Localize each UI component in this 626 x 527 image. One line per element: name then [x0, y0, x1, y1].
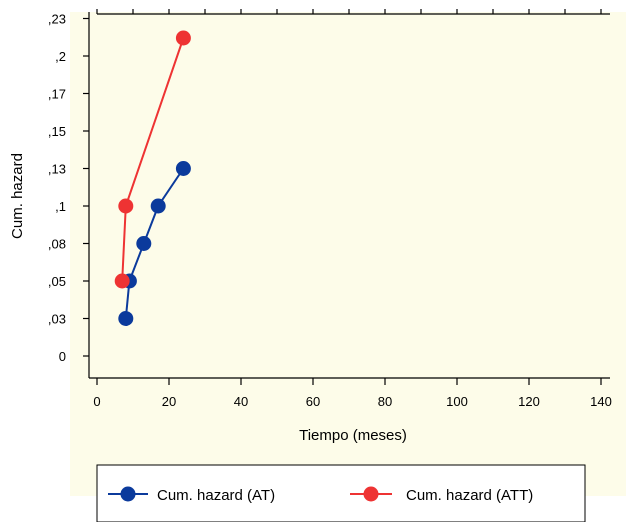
x-axis-title: Tiempo (meses) [299, 427, 407, 444]
y-tick-label: ,13 [48, 162, 66, 177]
data-point-at [150, 198, 166, 214]
x-tick-label: 140 [590, 394, 612, 409]
y-tick-label: ,05 [48, 274, 66, 289]
x-tick-label: 0 [93, 394, 100, 409]
top-ticks [96, 9, 602, 14]
x-ticks: 0 20 40 60 80 100 120 140 [93, 378, 612, 409]
legend-marker-att [363, 486, 379, 502]
axes [88, 12, 610, 379]
y-tick-label: ,03 [48, 312, 66, 327]
data-point-att [175, 30, 191, 46]
plot-background [70, 12, 626, 496]
y-tick-label: ,15 [48, 124, 66, 139]
legend-marker-at [120, 486, 136, 502]
legend-item-att: Cum. hazard (ATT) [350, 486, 533, 504]
x-tick-label: 80 [378, 394, 392, 409]
y-tick-label: 0 [59, 349, 66, 364]
data-point-at [118, 311, 134, 326]
legend-label-att: Cum. hazard (ATT) [406, 487, 533, 504]
x-tick-label: 20 [162, 394, 176, 409]
x-tick-label: 60 [306, 394, 320, 409]
x-tick-label: 120 [518, 394, 540, 409]
legend-item-at: Cum. hazard (AT) [108, 486, 275, 504]
legend-label-at: Cum. hazard (AT) [157, 487, 275, 504]
y-tick-label: ,17 [48, 87, 66, 102]
y-tick-label: ,23 [48, 12, 66, 27]
y-tick-label: ,1 [55, 199, 66, 214]
data-point-at [136, 236, 152, 251]
y-axis-title: Cum. hazard [9, 153, 26, 239]
data-point-att [118, 198, 134, 214]
y-ticks: 0 ,03 ,05 ,08 ,1 ,13 ,15 ,17 ,2 ,23 [48, 12, 89, 364]
data-point-at [175, 161, 191, 176]
y-tick-label: ,08 [48, 237, 66, 252]
x-tick-label: 100 [446, 394, 468, 409]
y-tick-label: ,2 [55, 49, 66, 64]
legend-box [96, 464, 586, 523]
x-tick-label: 40 [234, 394, 248, 409]
series-layer [114, 30, 191, 326]
data-point-att [114, 273, 130, 289]
